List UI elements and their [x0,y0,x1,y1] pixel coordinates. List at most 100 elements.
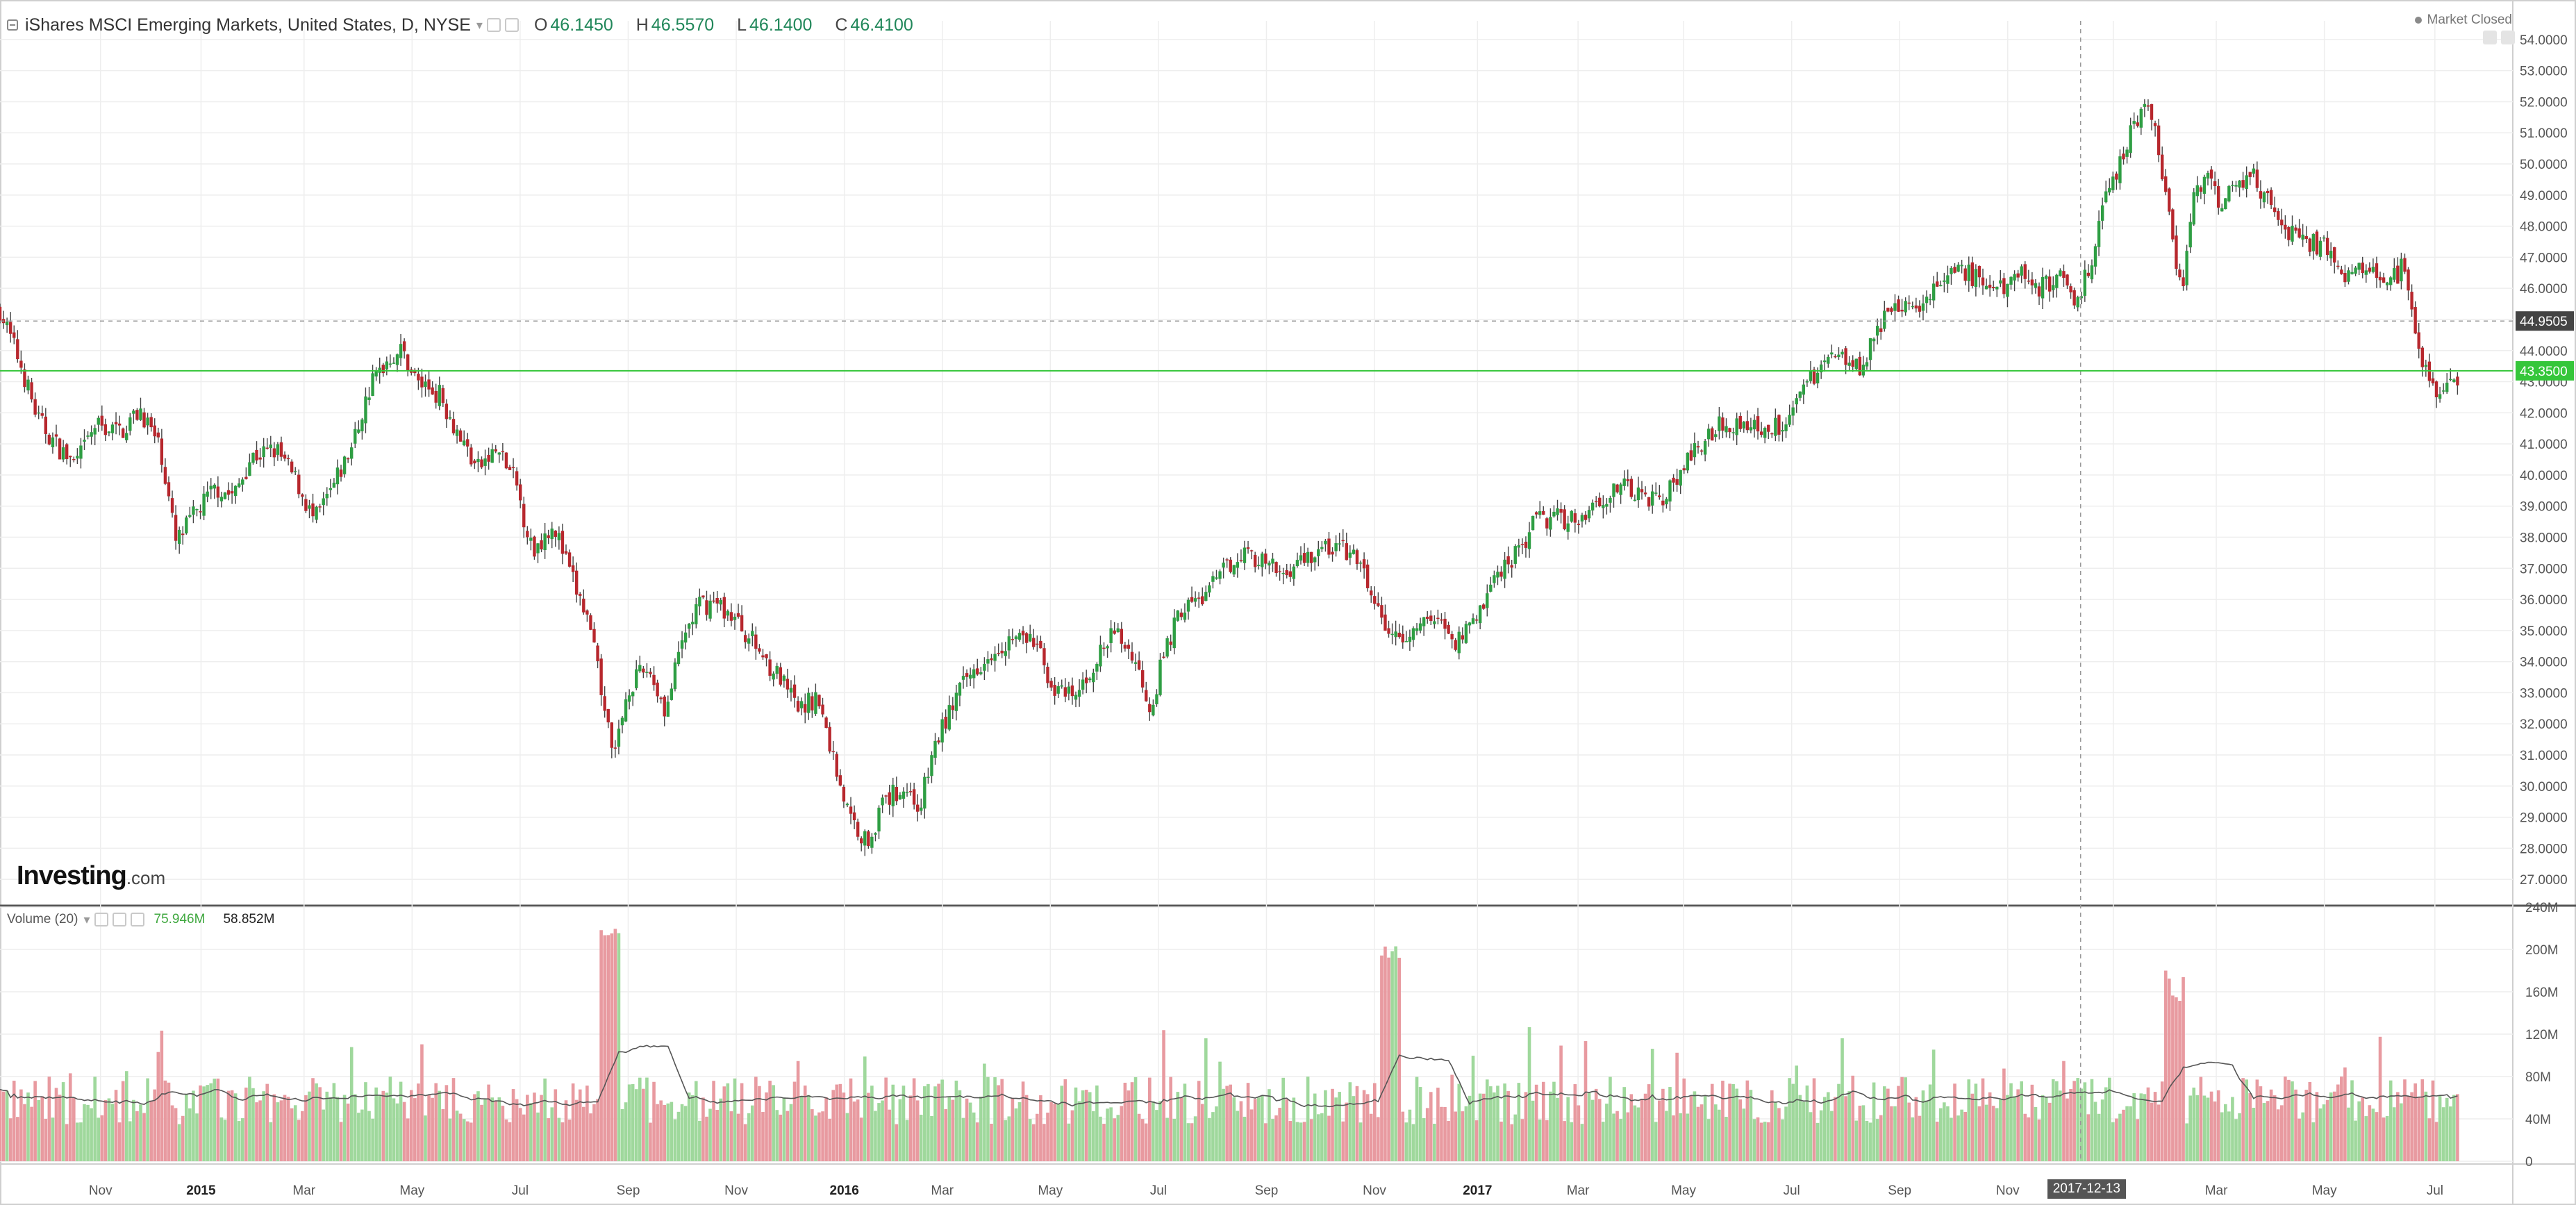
volume-bar [789,1104,793,1161]
volume-bar [2037,1119,2041,1161]
volume-bar [972,1112,976,1161]
candle-body [1728,428,1731,433]
chevron-down-icon[interactable]: ▾ [83,912,90,926]
volume-bar [497,1097,501,1161]
candle-body [2407,269,2410,291]
volume-bar [589,1113,592,1161]
volume-bar [142,1113,146,1161]
candle-body [930,755,933,776]
candle-body [1974,269,1978,288]
candle-body [301,494,304,497]
candle-body [315,506,318,520]
volume-bar [395,1103,399,1161]
volume-bar [2051,1079,2055,1161]
candle-body [238,483,241,487]
volume-bar [726,1083,730,1161]
crosshair-date-label: 2017-12-13 [2047,1179,2126,1199]
volume-bar [1422,1117,1426,1161]
volume-bar [1615,1111,1619,1161]
candle-body [2424,365,2428,367]
candle-body [230,491,234,494]
candle-body [983,663,986,671]
candle-body [90,432,93,437]
volume-bar [1721,1081,1725,1161]
candle-body [107,431,111,433]
volume-bar [1960,1109,1963,1161]
volume-bar [1070,1110,1074,1161]
price-tick-label: 31.0000 [2520,749,2568,763]
candle-body [1815,372,1820,383]
volume-bar [1633,1105,1637,1161]
candle-body [1383,614,1387,631]
candle-body [860,838,863,844]
volume-bar [2157,1104,2161,1161]
visibility-icon[interactable] [94,913,108,926]
candle-body [1872,338,1876,342]
volume-bar [564,1100,568,1161]
volume-bar [951,1099,955,1161]
volume-bar [1629,1094,1634,1161]
volume-bar [114,1090,118,1161]
volume-bar [2139,1093,2143,1161]
volume-bar [905,1120,909,1161]
settings-icon[interactable] [504,18,519,32]
time-tick-label: Sep [1255,1183,1279,1198]
candle-body [1278,571,1281,572]
candle-body [1130,651,1134,661]
candle-body [199,511,202,513]
candle-body [1028,633,1032,642]
close-icon[interactable] [130,913,144,926]
chevron-down-icon[interactable]: ▾ [476,17,483,32]
volume-bar [1215,1106,1218,1161]
volume-bar [448,1118,452,1161]
volume-bar [1686,1113,1690,1161]
candle-body [2389,277,2393,285]
volume-bar [163,1080,167,1161]
volume-bar [768,1081,772,1161]
candle-body [1145,690,1148,701]
scroll-right-icon[interactable] [2501,31,2515,44]
candle-body [1573,513,1577,523]
candle-body [2287,227,2291,240]
volume-bar [1798,1095,1802,1161]
scroll-left-icon[interactable] [2483,31,2497,44]
visibility-icon[interactable] [486,18,501,32]
volume-bar [1099,1116,1102,1161]
candle-body [1415,628,1419,631]
candle-body [1190,597,1194,602]
candle-body [1334,543,1338,551]
candle-body [1654,492,1658,494]
candle-body [448,417,452,419]
candle-body [2023,264,2027,279]
candle-body [2146,105,2150,107]
candle-body [1946,275,1950,284]
candle-body [1056,686,1060,694]
volume-bar [1700,1104,1704,1161]
volume-bar [255,1102,258,1161]
candle-body [2396,265,2400,284]
candle-body [1000,650,1004,654]
volume-bar [743,1124,747,1161]
candle-body [1988,284,1992,288]
candle-body [279,442,283,457]
candle-body [2055,274,2059,288]
volume-bar [2171,995,2175,1161]
candle-body [2122,153,2125,160]
candle-body [698,597,701,607]
settings-icon[interactable] [112,913,126,926]
candle-body [557,533,561,540]
volume-bar [1513,1114,1518,1161]
volume-bar [2132,1093,2136,1161]
candle-body [1636,487,1640,501]
candle-body [2129,125,2132,153]
volume-bar [170,1105,174,1161]
volume-bar [1474,1120,1479,1161]
candle-body [458,430,463,442]
volume-tick-label: 200M [2525,943,2559,958]
candle-body [1999,280,2002,284]
volume-bar [470,1122,473,1161]
candle-body [1921,303,1925,311]
collapse-icon[interactable] [7,19,18,31]
candle-body [2118,156,2122,183]
